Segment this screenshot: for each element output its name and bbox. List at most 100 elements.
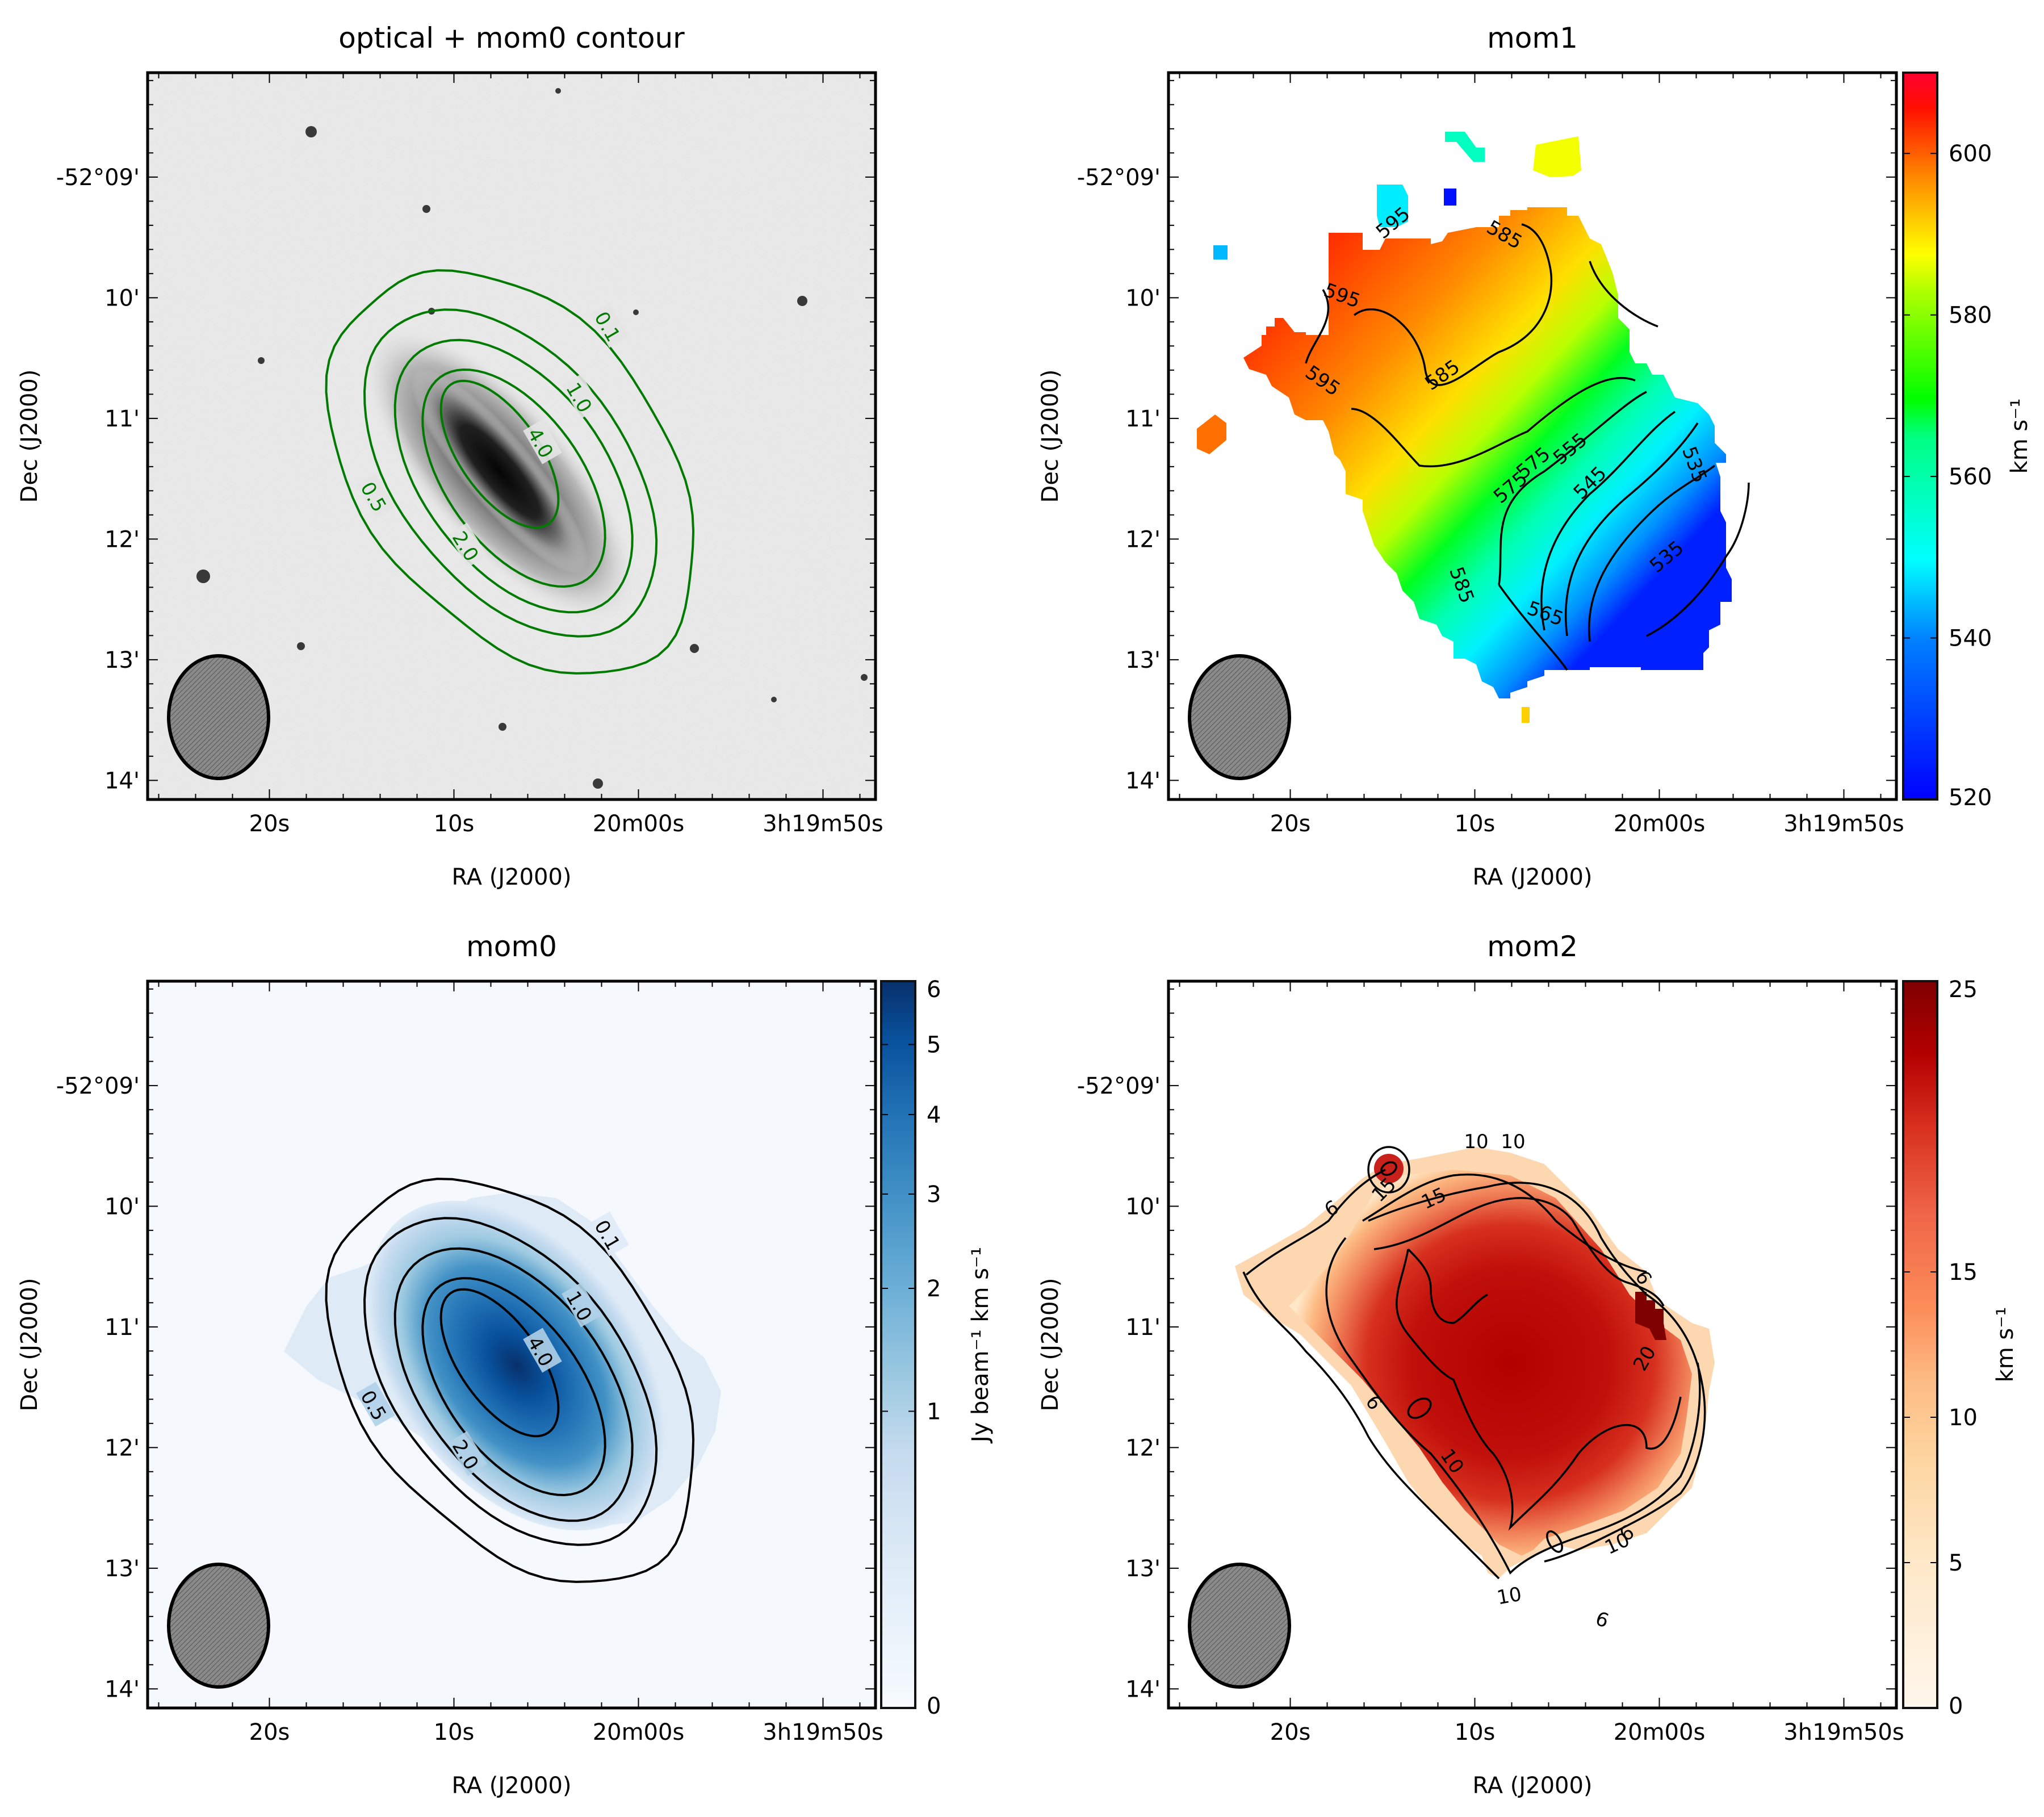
contour-line <box>1646 482 1750 637</box>
contour-label: 10 <box>1464 1131 1488 1153</box>
star <box>861 674 868 681</box>
y-tick-label: 14' <box>1125 768 1161 794</box>
contour-line <box>1564 422 1699 637</box>
star <box>258 357 265 364</box>
y-tick-label: 14' <box>104 768 140 794</box>
contour-label-gap <box>590 1211 629 1257</box>
star <box>771 697 777 702</box>
x-tick-label: 20s <box>249 1719 290 1745</box>
colorbar-gradient <box>1902 980 1938 1709</box>
x-axis-label: RA (J2000) <box>451 1773 571 1799</box>
contour-line <box>1367 1146 1410 1194</box>
contour-label-gap <box>590 303 629 348</box>
star <box>297 642 305 650</box>
panel-title: mom1 <box>1487 22 1578 55</box>
contour-line <box>1498 391 1647 585</box>
x-tick-label: 20m00s <box>593 1719 685 1745</box>
contour-line <box>439 379 560 529</box>
beam-ellipse <box>167 654 270 780</box>
contour-line <box>1380 1161 1397 1176</box>
axes-frame <box>1167 979 1898 1710</box>
x-tick-label: 20m00s <box>1614 1719 1706 1745</box>
velocity-field <box>1243 207 1732 698</box>
colorbar-tick-label: 3 <box>927 1182 941 1208</box>
x-tick-label: 20m00s <box>1614 811 1706 837</box>
axes-mom2: 20s 10s 20m00s 3h19m50s -52°09' 10' 11' 12' 13' 1… <box>1037 981 1904 1799</box>
beam-ellipse <box>1188 1563 1291 1689</box>
axes-frame <box>146 979 877 1710</box>
y-tick-label: 14' <box>104 1676 140 1702</box>
contours-optical: 0.10.51.02.04.0 <box>325 269 695 675</box>
contour-label-gap <box>356 473 395 518</box>
mom1-island <box>1533 136 1581 177</box>
y-axis-label: Dec (J2000) <box>1037 1278 1063 1412</box>
colorbar-gradient <box>1902 72 1938 801</box>
star <box>305 126 317 137</box>
colorbar-mom0: 0 1 2 3 4 5 6 Jy beam⁻¹ km s⁻¹ <box>880 977 994 1719</box>
contour-label-gap <box>447 1431 488 1476</box>
contour-label-gap <box>523 419 562 464</box>
contour-line <box>1368 1186 1488 1222</box>
x-tick-label: 10s <box>434 1719 475 1745</box>
contour-line <box>421 1276 606 1497</box>
y-tick-label: 12' <box>104 1435 140 1461</box>
mom1-island <box>1444 189 1456 206</box>
y-tick-label: 14' <box>1125 1676 1161 1702</box>
contour-line <box>1373 1197 1665 1307</box>
contour-line <box>1396 1249 1682 1531</box>
x-axis-label: RA (J2000) <box>451 864 571 890</box>
star <box>690 644 699 653</box>
x-tick-label: 20s <box>1270 811 1311 837</box>
axes-frame <box>146 71 877 801</box>
axes-mom1: 20s 10s 20m00s 3h19m50s -52°09' 10' 11' 12' 13' 1… <box>1037 73 1904 890</box>
y-tick-label: 13' <box>104 647 140 673</box>
contour-line <box>1540 411 1676 631</box>
mom1-island <box>1213 245 1228 259</box>
y-tick-label: 10' <box>1125 285 1161 311</box>
y-tick-label: 13' <box>1125 647 1161 673</box>
contour-line <box>325 269 695 675</box>
y-tick-label: 10' <box>1125 1194 1161 1220</box>
panel-title: mom0 <box>466 930 557 963</box>
axes-mom0: 20s 10s 20m00s 3h19m50s -52°09' 10' 11' 12' 13' 1… <box>16 981 883 1799</box>
contour-label-gap <box>447 522 488 568</box>
colorbar-tick-label: 560 <box>1949 464 1992 490</box>
x-tick-label: 3h19m50s <box>763 811 883 837</box>
y-axis-label: Dec (J2000) <box>1037 370 1063 503</box>
contour-line <box>393 1247 634 1522</box>
panel-mom0: mom0 0.10.51.02.04.0 20s 10s 20m00s 3h19m50… <box>16 930 994 1799</box>
colorbar-tick-label: 6 <box>927 977 941 1003</box>
y-tick-label: -52°09' <box>56 1073 140 1099</box>
colorbar-tick-label: 580 <box>1949 303 1992 329</box>
contour-line <box>393 338 634 614</box>
colorbar-label: Jy beam⁻¹ km s⁻¹ <box>967 1247 994 1444</box>
x-axis-label: RA (J2000) <box>1472 1773 1592 1799</box>
panel-optical: optical + mom0 contour 0.10.51.02.04.0 2… <box>16 22 883 890</box>
colorbar-tick-label: 5 <box>1949 1550 1963 1576</box>
mom1-island <box>1197 415 1226 454</box>
colorbar-tick-label: 2 <box>927 1276 941 1302</box>
panel-title: mom2 <box>1487 930 1578 963</box>
y-tick-label: -52°09' <box>1077 165 1161 191</box>
mom1-island <box>1445 132 1485 162</box>
y-tick-label: 12' <box>104 526 140 552</box>
y-tick-label: 12' <box>1125 526 1161 552</box>
x-tick-label: 10s <box>1455 1719 1496 1745</box>
colorbar-tick-label: 10 <box>1949 1405 1978 1431</box>
colorbar-tick-label: 1 <box>927 1399 941 1425</box>
y-tick-label: -52°09' <box>56 165 140 191</box>
optical-image: 0.10.51.02.04.0 <box>148 73 876 799</box>
y-tick-label: 13' <box>104 1556 140 1582</box>
x-tick-label: 20s <box>1270 1719 1311 1745</box>
contour-label-gap <box>562 374 601 419</box>
beam-ellipse <box>167 1563 270 1689</box>
contour-line <box>1305 289 1330 364</box>
contour-line <box>1498 584 1568 671</box>
contour-line <box>1362 1173 1647 1273</box>
contour-line <box>1242 1271 1500 1580</box>
contour-line <box>363 308 658 638</box>
contours-mom0: 0.10.51.02.04.0 <box>325 1178 695 1583</box>
contour-label-gap <box>356 1381 395 1427</box>
